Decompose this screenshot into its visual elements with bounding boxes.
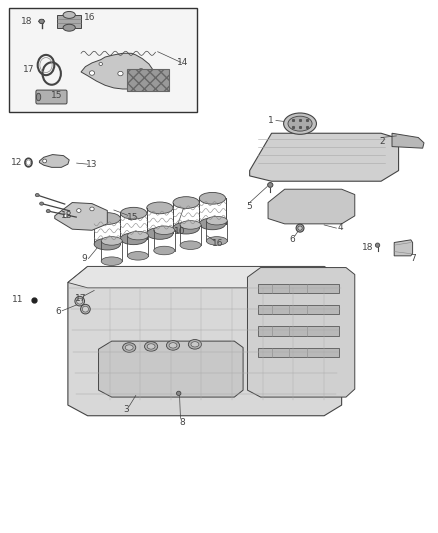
Ellipse shape [42,159,46,163]
Ellipse shape [94,213,120,224]
Ellipse shape [101,237,122,245]
Polygon shape [68,266,342,288]
Ellipse shape [90,207,94,211]
Text: 1: 1 [268,116,274,125]
Ellipse shape [298,226,302,230]
Ellipse shape [199,218,226,230]
Polygon shape [81,53,160,89]
Text: 15: 15 [51,92,63,100]
Text: 18: 18 [362,244,374,252]
Text: 10: 10 [174,227,185,236]
Ellipse shape [288,116,312,131]
Ellipse shape [82,306,88,312]
Ellipse shape [191,342,199,347]
Ellipse shape [147,228,173,239]
Polygon shape [39,155,69,167]
Text: 14: 14 [177,58,189,67]
Ellipse shape [154,226,175,235]
Ellipse shape [177,391,181,395]
Polygon shape [99,341,243,397]
Text: 16: 16 [212,239,224,248]
Ellipse shape [284,113,316,134]
Ellipse shape [46,209,50,213]
Ellipse shape [64,214,68,217]
Text: 2: 2 [380,137,385,146]
Ellipse shape [169,343,177,348]
Ellipse shape [63,11,75,19]
Bar [258,284,339,293]
Text: 12: 12 [11,158,22,167]
Bar [9,8,197,112]
Text: 4: 4 [338,223,343,231]
Text: 13: 13 [86,160,98,168]
Text: 8: 8 [179,418,185,426]
Ellipse shape [147,344,155,349]
Ellipse shape [154,246,175,255]
Text: 3: 3 [123,405,129,414]
Ellipse shape [39,202,43,205]
Ellipse shape [77,298,83,304]
Ellipse shape [89,71,95,75]
Ellipse shape [296,224,304,232]
Ellipse shape [139,68,143,72]
Ellipse shape [173,197,199,208]
Ellipse shape [166,341,180,350]
Polygon shape [250,133,399,181]
Ellipse shape [35,193,39,197]
Text: 17: 17 [23,65,34,74]
Text: 5: 5 [246,202,252,211]
Ellipse shape [75,296,85,306]
Polygon shape [268,189,355,224]
Ellipse shape [127,252,148,260]
Text: 11: 11 [12,295,23,304]
Ellipse shape [94,238,120,250]
Text: 17: 17 [75,294,87,303]
Text: 15: 15 [127,214,138,222]
Text: 18: 18 [61,212,72,220]
Ellipse shape [77,209,81,213]
Ellipse shape [145,342,158,351]
Polygon shape [394,240,413,256]
Ellipse shape [180,241,201,249]
Bar [57,15,81,28]
Bar [127,69,169,91]
Ellipse shape [206,237,227,245]
Text: 6: 6 [55,308,61,316]
Polygon shape [55,203,107,230]
Ellipse shape [173,222,199,234]
Text: 7: 7 [410,254,417,263]
Ellipse shape [36,93,41,101]
Ellipse shape [199,192,226,204]
Ellipse shape [125,345,133,350]
Ellipse shape [120,233,147,245]
FancyBboxPatch shape [36,90,67,104]
Ellipse shape [101,257,122,265]
Ellipse shape [206,216,227,225]
Ellipse shape [268,182,273,188]
Bar [258,348,339,357]
Polygon shape [247,268,355,397]
Text: 18: 18 [21,17,32,26]
Ellipse shape [180,221,201,229]
Polygon shape [392,133,424,148]
Ellipse shape [375,243,380,247]
Ellipse shape [99,62,102,66]
Ellipse shape [147,202,173,214]
Bar [258,326,339,336]
Ellipse shape [127,231,148,240]
Text: 6: 6 [290,236,296,244]
Bar [258,305,339,314]
Ellipse shape [118,71,123,76]
Ellipse shape [63,25,75,31]
Text: 9: 9 [81,254,87,263]
Ellipse shape [81,304,90,314]
Polygon shape [68,266,342,416]
Text: 16: 16 [84,13,95,22]
Ellipse shape [120,207,147,219]
Ellipse shape [188,340,201,349]
Ellipse shape [39,19,44,23]
Ellipse shape [123,343,136,352]
